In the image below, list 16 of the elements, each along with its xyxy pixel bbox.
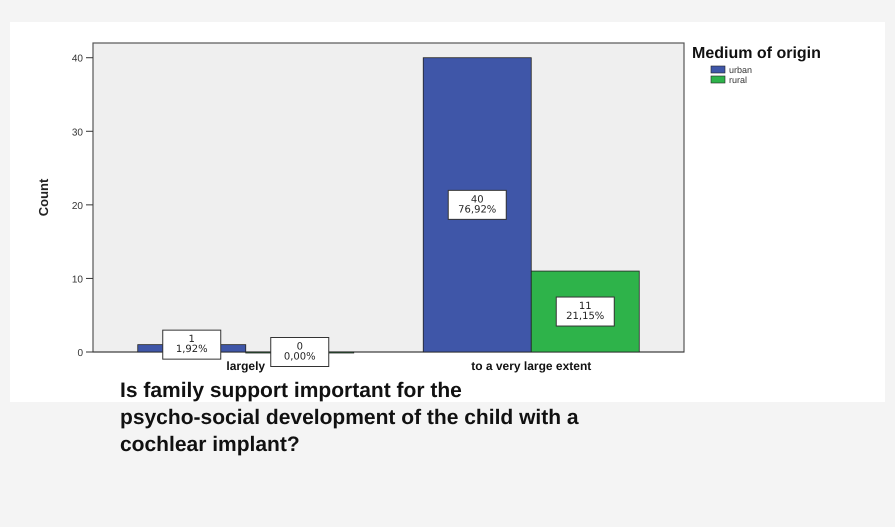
x-tick-label: largely	[226, 359, 266, 373]
legend-title: Medium of origin	[692, 45, 821, 62]
data-label: 11 21,15%	[566, 301, 604, 322]
legend-label: urban	[729, 65, 752, 75]
data-label: 0 0,00%	[284, 342, 316, 362]
y-tick-label: 40	[72, 54, 84, 65]
x-axis-title: Is family support important for the psycho-social development of the child with a cochlear implant?	[120, 379, 579, 456]
y-tick-label: 30	[72, 127, 84, 138]
y-axis-title: Count	[36, 178, 51, 216]
data-label: 1 1,92%	[176, 334, 208, 356]
legend-label: rural	[729, 75, 748, 85]
x-tick-label: to a very large extent	[471, 359, 592, 373]
y-tick-label: 20	[72, 200, 84, 212]
data-label: 40 76,92%	[458, 194, 496, 216]
y-tick-label: 0	[77, 348, 84, 359]
y-tick-label: 10	[72, 274, 84, 286]
